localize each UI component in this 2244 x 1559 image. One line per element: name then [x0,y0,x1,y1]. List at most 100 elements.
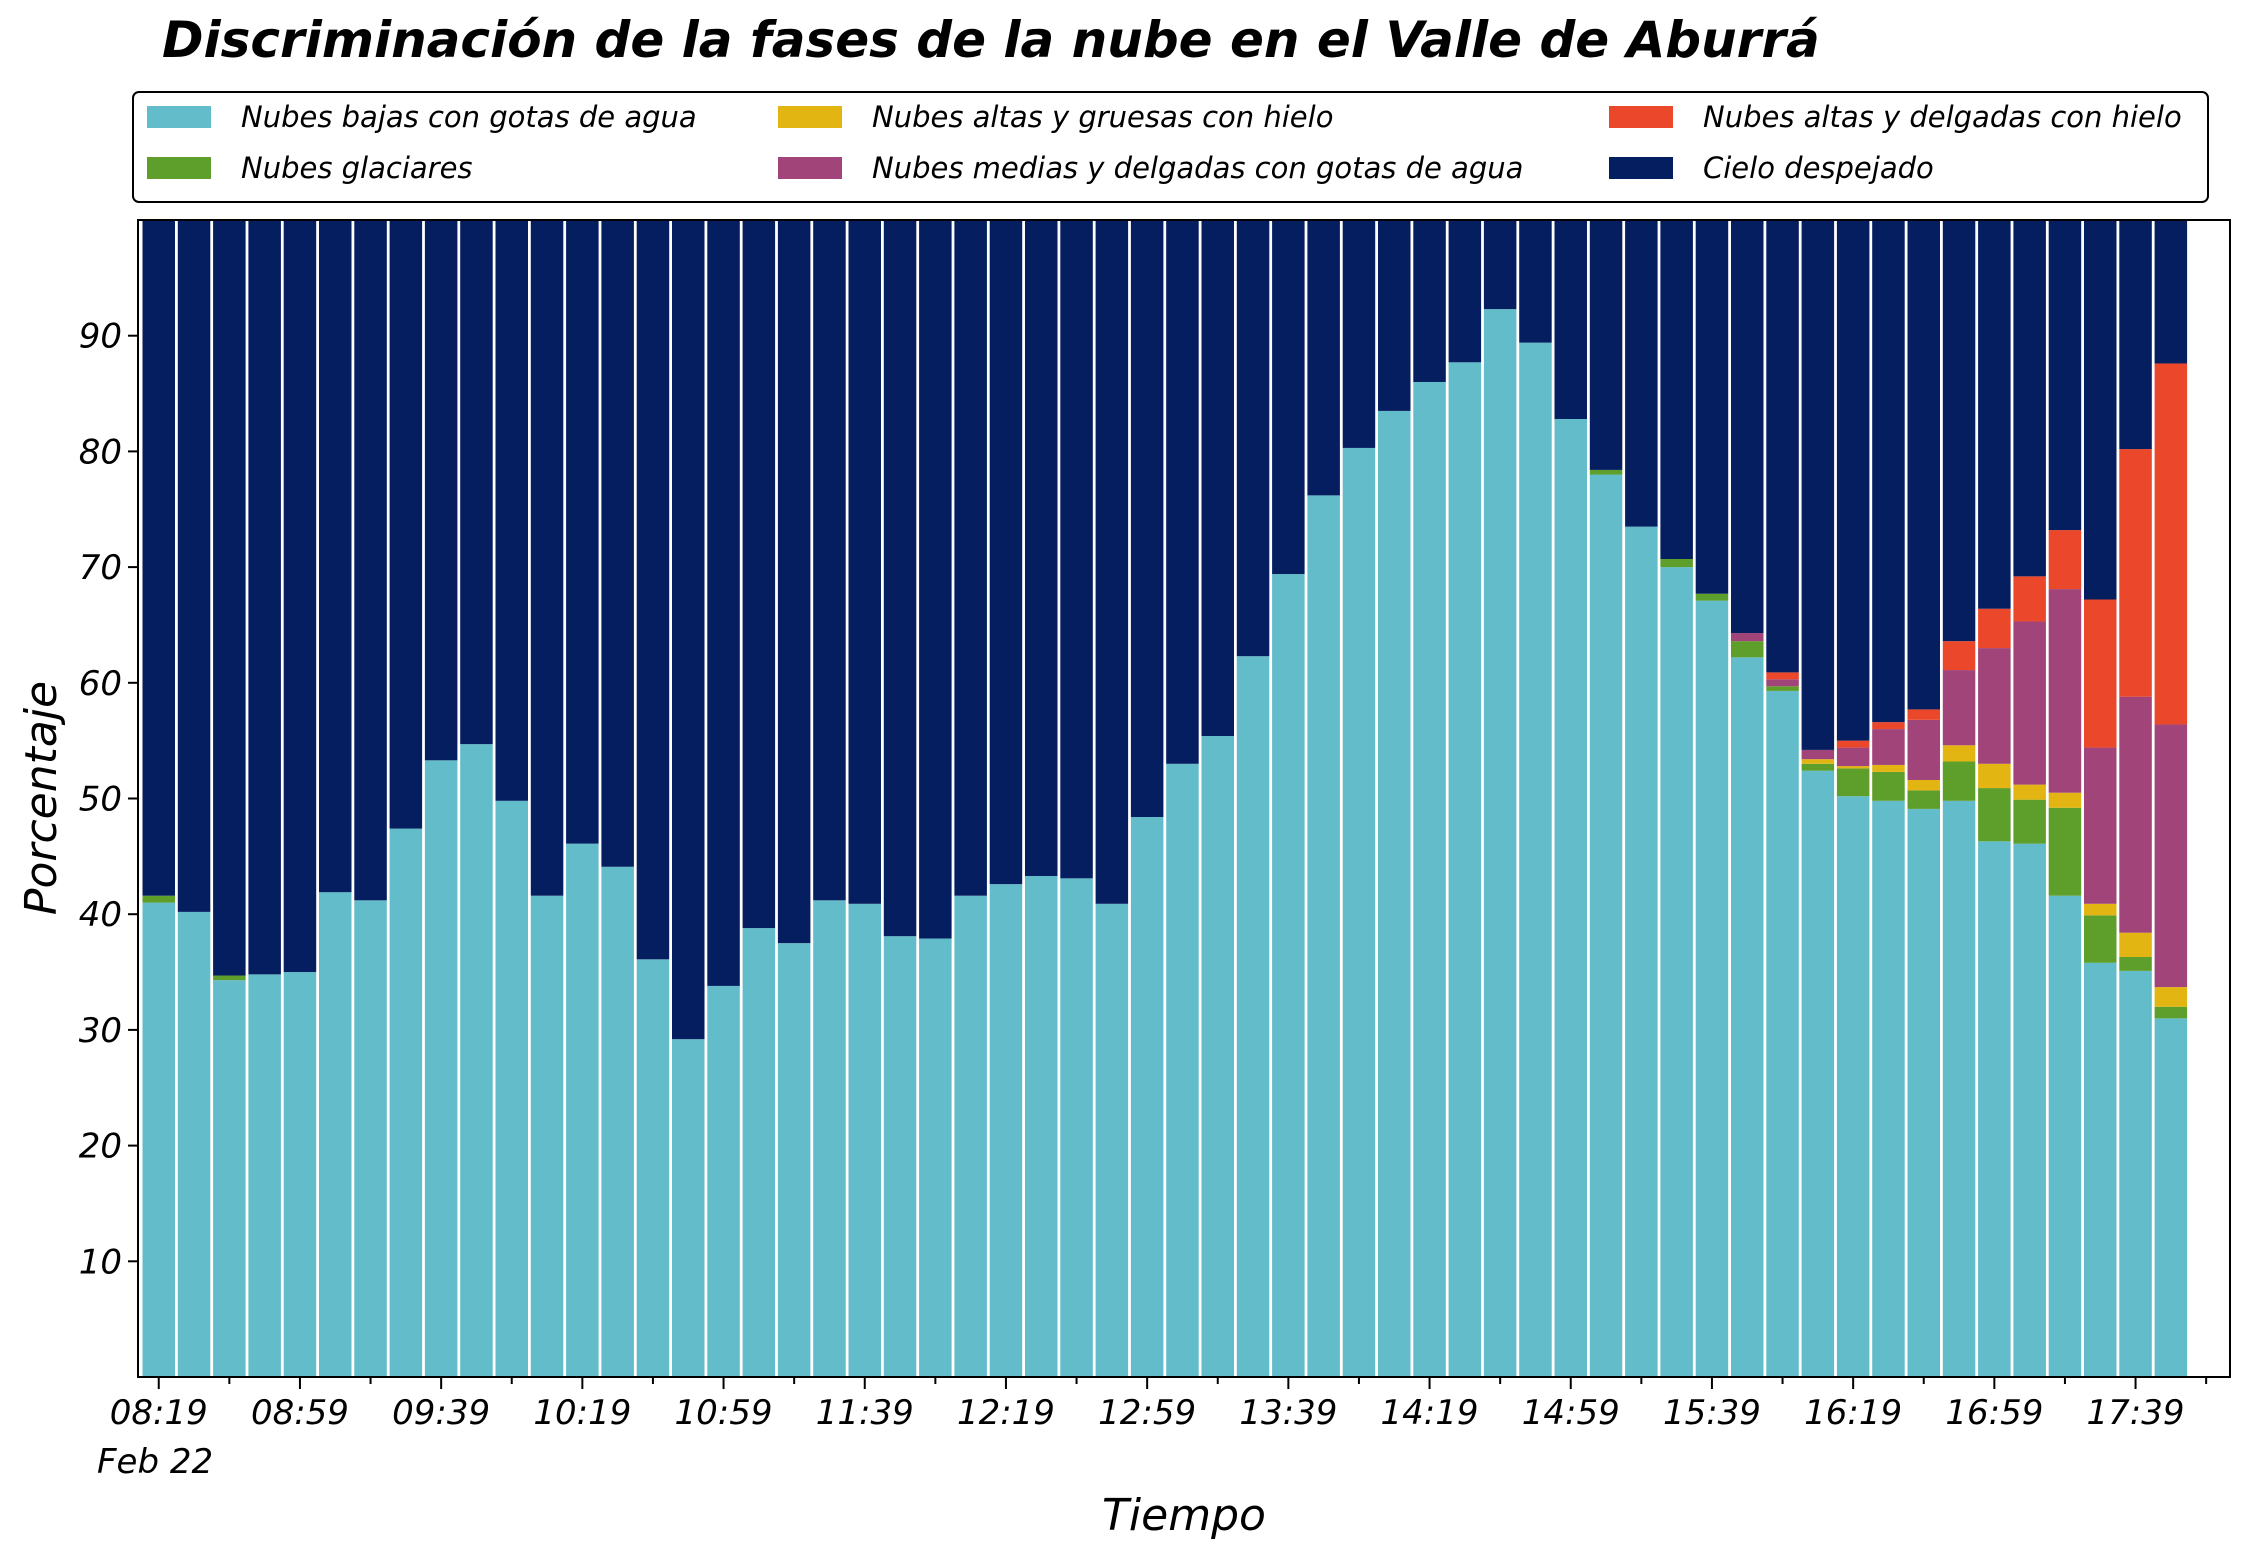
bar-segment-5-1 [177,220,211,912]
bar-segment-5-40 [1554,220,1587,419]
bar-segment-2-49 [1872,764,1905,772]
bar-segment-0-18 [777,943,811,1378]
bar-segment-5-39 [1519,220,1552,343]
bar-segment-0-40 [1554,419,1587,1377]
bar-segment-0-33 [1307,495,1340,1377]
bar-segment-0-34 [1342,447,1376,1377]
bar-segment-3-47 [1801,749,1835,760]
bar-segment-2-50 [1907,779,1940,791]
bar-segment-0-19 [813,900,846,1377]
bar-segment-2-47 [1801,759,1835,764]
bar-segment-0-46 [1766,690,1799,1377]
bar-segment-5-30 [1201,220,1234,737]
bar-segment-4-50 [1907,709,1940,720]
bar-segment-5-46 [1766,220,1799,673]
legend-swatch [778,157,842,179]
bar-segment-0-9 [460,744,493,1377]
bar-segment-0-12 [566,843,599,1377]
x-tick-label: 08:19 [110,1393,208,1433]
legend: Nubes bajas con gotas de agua Nubes glaci… [132,91,2209,203]
bar-segment-3-53 [2013,621,2046,785]
legend-frame [132,91,2209,203]
bar-segment-3-55 [2084,747,2117,904]
bar-segment-5-28 [1130,220,1164,818]
bar-segment-0-57 [2154,1018,2188,1377]
x-tick-label: 16:19 [1804,1393,1902,1433]
bar-segment-5-44 [1695,220,1729,594]
bar-segment-4-55 [2084,599,2117,748]
y-tick-label: 80 [79,432,122,472]
bar-segment-3-51 [1942,670,1976,746]
bar-segment-2-54 [2048,792,2082,808]
bar-segment-0-38 [1483,309,1517,1378]
bar-segment-3-45 [1731,633,1764,642]
bar-segment-4-53 [2013,576,2046,622]
bar-segment-0-47 [1801,770,1835,1377]
bar-segment-5-22 [919,220,952,939]
bar-segment-0-31 [1236,656,1270,1377]
bar-segment-5-27 [1095,220,1129,904]
bar-segment-5-50 [1907,220,1940,710]
bar-segment-0-26 [1060,878,1093,1377]
bar-segment-0-51 [1942,800,1976,1377]
bar-segment-0-37 [1448,362,1482,1377]
bar-segment-0-16 [707,985,740,1377]
bar-segment-1-47 [1801,763,1835,771]
bar-segment-5-42 [1625,220,1658,527]
bar-segment-0-32 [1272,574,1305,1377]
bar-segment-3-49 [1872,729,1905,765]
y-tick-label: 10 [79,1242,122,1282]
y-tick-label: 40 [79,895,122,935]
x-axis: 08:19 08:59 09:39 10:19 10:59 11:39 12:19 12:59… [110,1377,2208,1433]
bar-segment-1-49 [1872,771,1905,801]
bar-segment-5-38 [1483,220,1517,310]
bar-segment-3-56 [2119,696,2152,933]
bar-segment-5-36 [1413,220,1446,382]
legend-label: Nubes glaciares [241,151,473,185]
x-tick-label: 08:59 [251,1393,349,1433]
bar-segment-1-2 [213,975,246,981]
legend-label: Cielo despejado [1703,151,1934,185]
bar-segment-0-49 [1872,800,1905,1377]
bar-segment-5-11 [530,220,564,896]
bar-segment-5-45 [1731,220,1764,634]
bar-segment-0-22 [919,938,952,1377]
bar-segment-0-7 [389,828,423,1377]
bar-segment-0-54 [2048,895,2082,1377]
bar-segment-0-52 [1978,841,2011,1377]
bar-segment-5-33 [1307,220,1340,496]
bar-segment-4-46 [1766,672,1799,680]
bar-segment-4-54 [2048,530,2082,590]
bar-segment-0-43 [1660,567,1693,1377]
bar-segment-5-2 [213,220,246,976]
bar-segment-0-55 [2084,962,2117,1377]
bar-segment-0-48 [1836,796,1870,1377]
bar-segment-5-24 [989,220,1023,885]
y-tick-label: 90 [79,317,122,357]
bar-segment-1-41 [1589,469,1623,475]
bar-segment-1-46 [1766,686,1799,691]
x-tick-label: 12:19 [957,1393,1055,1433]
legend-swatch [1609,106,1673,128]
bar-segment-4-52 [1978,608,2011,649]
bar-segment-1-43 [1660,559,1693,568]
y-axis: 10 20 30 40 50 60 70 80 90 [79,317,138,1282]
bar-segment-0-14 [636,959,670,1377]
bar-segment-1-0 [142,895,175,903]
bar-segment-0-28 [1130,817,1164,1377]
bar-segment-0-2 [213,980,246,1377]
bar-segment-5-4 [283,220,317,973]
bar-segment-0-25 [1025,876,1058,1377]
bar-segment-1-45 [1731,641,1764,658]
bar-segment-0-45 [1731,657,1764,1377]
bar-segment-4-48 [1836,740,1870,748]
bar-segment-1-48 [1836,768,1870,797]
bar-segment-4-49 [1872,722,1905,730]
bar-segment-0-30 [1201,736,1234,1377]
bar-segment-5-12 [566,220,599,844]
bar-segment-5-32 [1272,220,1305,575]
bar-segment-5-23 [954,220,987,896]
bar-segment-0-50 [1907,808,1940,1377]
x-tick-label: 14:19 [1381,1393,1479,1433]
bar-segment-1-54 [2048,807,2082,896]
